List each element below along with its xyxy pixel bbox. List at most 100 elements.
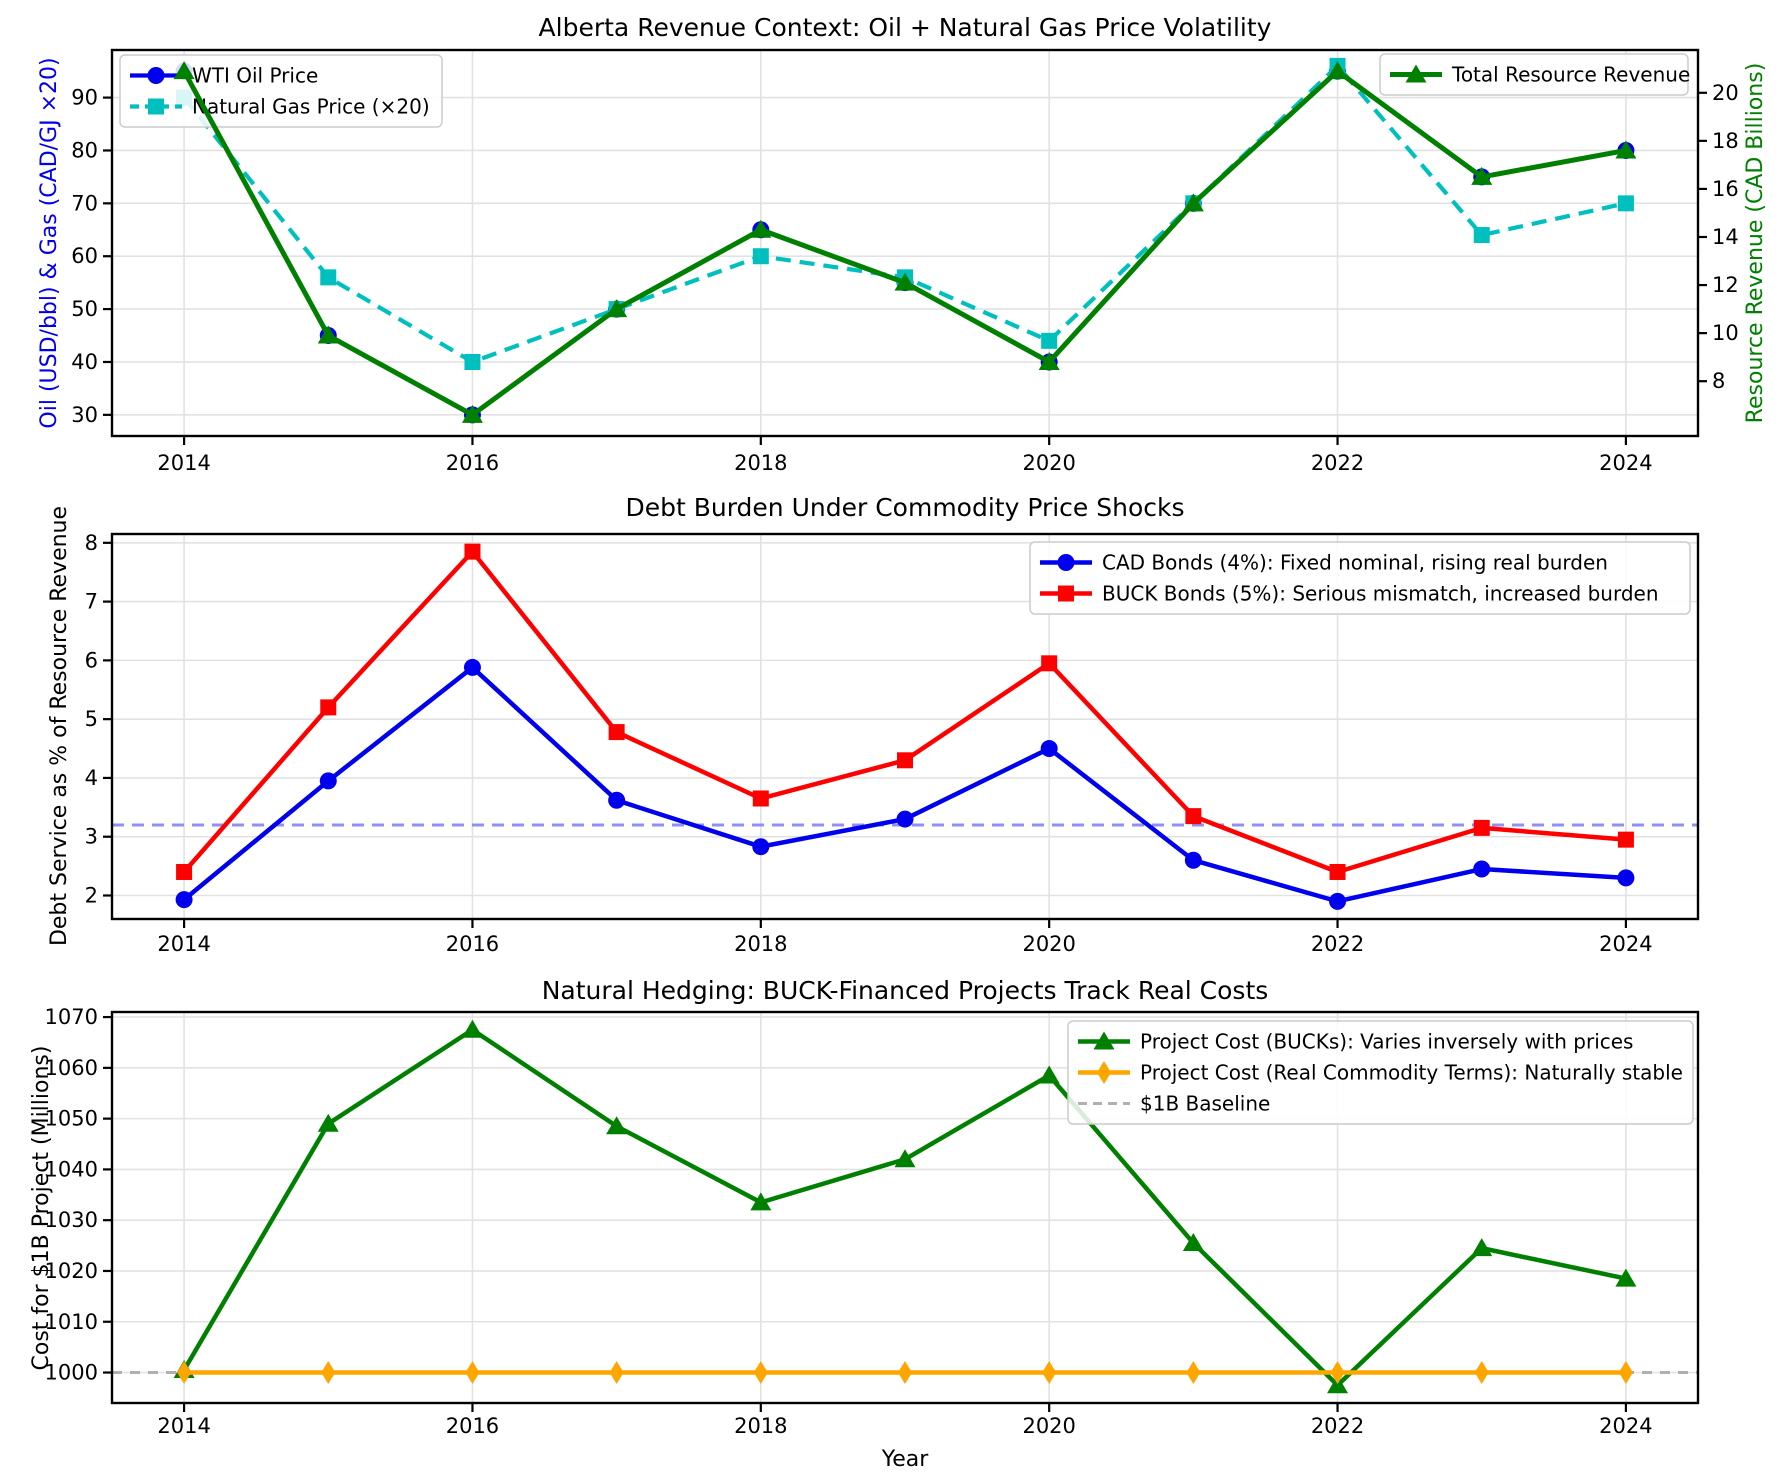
- x-tick-label: 2014: [157, 1414, 210, 1438]
- x-tick-label: 2016: [446, 932, 499, 956]
- data-point-triangle: [1182, 1233, 1204, 1252]
- data-point-square: [897, 752, 913, 769]
- y-tick-label: 3: [85, 825, 98, 849]
- y-tick-label: 1010: [45, 1310, 98, 1334]
- y-tick-label: 1020: [45, 1259, 98, 1283]
- data-point-diamond: [609, 1361, 624, 1385]
- y-tick-label: 1030: [45, 1208, 98, 1232]
- y-tick-label: 1000: [45, 1361, 98, 1385]
- y-tick-label-right: 20: [1712, 81, 1739, 105]
- data-point-circle: [608, 791, 626, 809]
- data-point-circle: [752, 838, 770, 856]
- chart1-title: Alberta Revenue Context: Oil + Natural G…: [538, 13, 1272, 42]
- legend-label: Total Resource Revenue: [1451, 63, 1690, 87]
- series-line-cad-bonds-4-fixed-nominal-rising-real-burden: [182, 665, 1627, 904]
- legend-label: BUCK Bonds (5%): Serious mismatch, incre…: [1102, 582, 1659, 606]
- data-point-triangle: [894, 272, 916, 291]
- data-point-circle: [1473, 860, 1491, 878]
- x-axis-label: Year: [881, 1447, 929, 1472]
- data-point-square: [1041, 655, 1058, 672]
- x-tick-label: 2018: [734, 1414, 787, 1438]
- data-point-triangle: [894, 1149, 916, 1168]
- data-point-triangle: [1038, 1065, 1060, 1084]
- data-point-square: [1473, 227, 1490, 244]
- legend-box: [1379, 53, 1689, 96]
- data-point-diamond: [898, 1361, 912, 1385]
- y-tick-label: 4: [85, 766, 98, 790]
- plot-border: [110, 1010, 1700, 1405]
- data-point-triangle: [1182, 193, 1204, 212]
- legend-marker-square: [1058, 585, 1074, 602]
- x-tick-label: 2014: [157, 451, 210, 475]
- data-point-square: [608, 724, 625, 741]
- legend: Project Cost (BUCKs): Varies inversely w…: [1067, 1020, 1694, 1125]
- y-tick-label: 40: [71, 350, 98, 374]
- data-point-diamond: [1042, 1361, 1057, 1385]
- data-point-square: [1041, 332, 1058, 349]
- legend: Total Resource Revenue: [1379, 53, 1690, 96]
- legend-box: [1029, 541, 1691, 615]
- data-point-triangle: [1327, 1375, 1349, 1394]
- data-point-square: [1617, 831, 1634, 848]
- chart1-left-axis-label: Oil (USD/bbl) & Gas (CAD/GJ ×20): [37, 57, 62, 429]
- plot-border: [110, 48, 1700, 438]
- x-tick-label: 2018: [734, 932, 787, 956]
- x-tick-label: 2018: [734, 451, 787, 475]
- legend-marker-triangle: [1405, 64, 1427, 83]
- x-tick-label: 2020: [1022, 451, 1075, 475]
- data-point-triangle: [1471, 166, 1493, 185]
- data-point-triangle: [461, 1019, 483, 1038]
- y-tick-label: 2: [85, 883, 98, 907]
- chart-2: 2014 2016 2018 2020 2022 2024 2 3 4 5 6 7 8 CAD Bonds…: [85, 531, 1700, 956]
- data-point-diamond: [1330, 1361, 1345, 1385]
- data-point-triangle: [750, 219, 772, 238]
- legend-label: CAD Bonds (4%): Fixed nominal, rising re…: [1102, 551, 1608, 575]
- data-point-triangle: [1615, 1268, 1637, 1287]
- legend: CAD Bonds (4%): Fixed nominal, rising re…: [1029, 541, 1691, 615]
- y-tick-label-right: 14: [1712, 225, 1739, 249]
- chart-3: 2014 2016 2018 2020 2022 2024 1000 1010 1020 1030…: [45, 1005, 1700, 1438]
- y-tick-label: 90: [71, 86, 98, 110]
- data-point-diamond: [321, 1361, 336, 1385]
- chart3-title: Natural Hedging: BUCK-Financed Projects …: [541, 976, 1269, 1005]
- data-point-square: [1473, 819, 1490, 836]
- y-tick-label: 8: [85, 531, 98, 555]
- data-point-diamond: [177, 1361, 192, 1385]
- y-tick-label: 1040: [45, 1157, 98, 1181]
- plot-border: [110, 532, 1700, 921]
- data-point-triangle: [606, 299, 628, 318]
- y-tick-label-right: 18: [1712, 129, 1739, 153]
- data-point-diamond: [753, 1361, 768, 1385]
- data-point-diamond: [465, 1361, 480, 1385]
- y-tick-label: 6: [85, 648, 98, 672]
- y-tick-label: 30: [71, 403, 98, 427]
- legend-label: WTI Oil Price: [192, 64, 318, 88]
- y-tick-label: 70: [71, 191, 98, 215]
- data-point-square: [464, 353, 481, 370]
- y-tick-label-right: 10: [1712, 321, 1739, 345]
- data-point-triangle: [173, 61, 195, 80]
- legend-marker-square: [148, 98, 164, 115]
- legend-label: Project Cost (Real Commodity Terms): Nat…: [1140, 1061, 1683, 1085]
- chart2-y-axis-label: Debt Service as % of Resource Revenue: [47, 505, 72, 947]
- data-point-square: [1617, 195, 1634, 212]
- x-tick-label: 2014: [157, 932, 210, 956]
- y-tick-label-right: 12: [1712, 273, 1739, 297]
- data-point-diamond: [1474, 1361, 1489, 1385]
- data-point-square: [464, 543, 481, 560]
- chart1-right-axis-label: Resource Revenue (CAD Billions): [1743, 62, 1768, 424]
- data-point-triangle: [1327, 61, 1349, 80]
- data-point-triangle: [317, 1113, 339, 1132]
- data-point-circle: [319, 772, 337, 790]
- chart2-title: Debt Burden Under Commodity Price Shocks: [625, 493, 1185, 522]
- legend-marker-diamond: [1097, 1061, 1111, 1084]
- legend-label: $1B Baseline: [1140, 1092, 1270, 1116]
- data-point-circle: [1040, 740, 1058, 758]
- data-point-circle: [1184, 851, 1202, 869]
- data-point-diamond: [1618, 1361, 1633, 1385]
- data-point-circle: [1329, 892, 1347, 910]
- data-point-triangle: [606, 1116, 628, 1135]
- data-point-circle: [1617, 869, 1635, 887]
